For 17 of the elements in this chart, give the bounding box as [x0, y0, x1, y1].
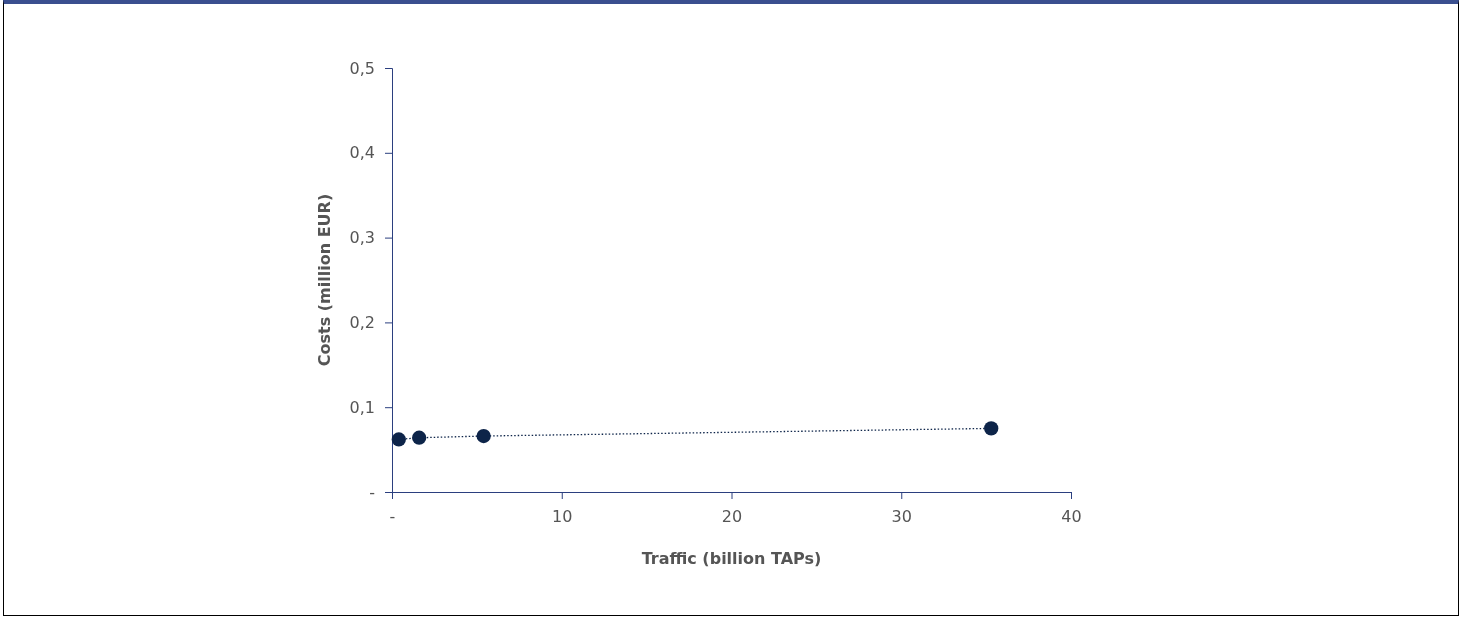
point: [984, 421, 999, 436]
x-tick-label: 30: [891, 507, 912, 527]
y-axis-title: Costs (million EUR): [315, 193, 334, 367]
x-tick-label: 10: [552, 507, 573, 527]
point: [412, 430, 427, 445]
x-tick-label: 20: [721, 507, 743, 527]
y-tick-label: 0,3: [349, 228, 375, 248]
x-axis-title: Traffic (billion TAPs): [641, 549, 822, 568]
point: [391, 432, 406, 447]
y-tick-label: -: [369, 482, 375, 502]
y-tick-label: 0,2: [349, 313, 375, 333]
x-tick-label: 40: [1061, 507, 1082, 527]
point: [476, 428, 491, 444]
y-tick-label: 0,4: [349, 143, 375, 163]
x-tick-label: -: [389, 507, 396, 527]
y-tick-label: 0,1: [349, 397, 375, 417]
y-tick-label: 0,5: [349, 58, 375, 78]
